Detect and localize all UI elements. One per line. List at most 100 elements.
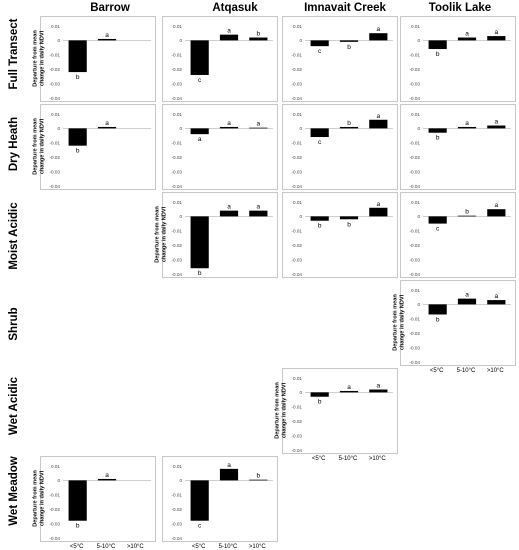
y-axis-label-line2: change in daily NDVI: [399, 294, 405, 351]
significance-letter: b: [318, 223, 322, 230]
y-tick-label: -0.02: [50, 155, 61, 160]
bar-5-10-c: [219, 210, 239, 217]
significance-letter: b: [465, 209, 469, 216]
significance-letter: a: [495, 202, 499, 209]
chart-panel-dry-heath-barrow: 0.01 0 -0.01 -0.02 -0.03 -0.04 b a Departure fro…: [33, 104, 156, 190]
bar-chart: 0.01 0 -0.01 -0.02 -0.03 -0.04 c b a: [292, 24, 393, 101]
y-axis-label-line2: change in daily NDVI: [39, 470, 45, 527]
y-tick-label: 0: [417, 302, 420, 307]
y-tick-label: 0: [57, 38, 60, 43]
x-tick-label: <5°C: [69, 544, 84, 550]
bar-5-c: [310, 128, 329, 138]
bar-chart: 0.01 0 -0.01 -0.02 -0.03 -0.04 c b a: [292, 112, 393, 189]
bar-5-10-c: [219, 34, 239, 41]
y-tick-label: 0.01: [173, 200, 182, 205]
significance-letter: a: [465, 31, 469, 38]
y-tick-label: -0.04: [292, 96, 303, 101]
bar-10-c: [249, 479, 268, 481]
y-tick-label: -0.01: [172, 229, 183, 234]
significance-letter: a: [227, 462, 231, 469]
y-tick-label: 0.01: [411, 200, 420, 205]
y-tick-label: -0.03: [50, 521, 61, 526]
bar-5-10-c: [457, 298, 477, 305]
bar-chart: 0.01 0 -0.01 -0.02 -0.03 -0.04 b b a: [292, 200, 393, 277]
bar-5-c: [310, 392, 329, 397]
bar-chart: 0.01 0 -0.01 -0.02 -0.03 -0.04 b a a: [410, 288, 511, 365]
y-tick-label: -0.02: [172, 243, 183, 248]
column-header-toolik-lake: Toolik Lake: [428, 2, 492, 14]
column-header-imnavait-creek: Imnavait Creek: [304, 2, 386, 14]
significance-letter: b: [198, 270, 202, 277]
y-tick-label: -0.02: [292, 67, 303, 72]
y-tick-label: -0.02: [410, 155, 421, 160]
bar-10-c: [369, 33, 388, 41]
significance-letter: c: [198, 523, 202, 530]
y-tick-label: -0.04: [292, 272, 303, 277]
bar-5-c: [428, 40, 447, 50]
y-axis-label: Departure from mean change in daily NDVI: [33, 112, 46, 182]
significance-letter: c: [318, 139, 322, 146]
bar-chart: 0.01 0 -0.01 -0.02 -0.03 -0.04 b a: [50, 112, 151, 189]
bar-5-10-c: [457, 215, 477, 217]
significance-letter: a: [377, 113, 381, 120]
y-tick-label: -0.03: [292, 169, 303, 174]
bar-5-10-c: [457, 37, 477, 41]
significance-letter: a: [105, 32, 109, 39]
bar-10-c: [487, 209, 506, 217]
chart-panel-wet-meadow-atqasuk: 0.01 0 -0.01 -0.02 -0.03 -0.04 c a b: [162, 456, 278, 542]
bar-5-c: [190, 216, 209, 269]
y-tick-label: 0: [57, 478, 60, 483]
y-tick-label: 0: [299, 38, 302, 43]
bar-10-c: [249, 210, 268, 217]
y-tick-label: -0.02: [50, 507, 61, 512]
significance-letter: a: [495, 29, 499, 36]
row-header-full-transect: Full Transect: [8, 18, 20, 90]
y-tick-label: -0.03: [172, 169, 183, 174]
bar-5-c: [428, 128, 447, 133]
y-tick-label: -0.01: [172, 141, 183, 146]
bar-5-10-c: [457, 126, 477, 129]
y-tick-label: -0.02: [50, 67, 61, 72]
bar-chart: 0.01 0 -0.01 -0.02 -0.03 -0.04 b a a: [410, 112, 511, 189]
significance-letter: a: [465, 292, 469, 299]
y-tick-label: -0.02: [172, 155, 183, 160]
bar-5-10-c: [339, 216, 359, 220]
y-tick-label: -0.03: [292, 257, 303, 262]
bar-chart: 0.01 0 -0.01 -0.02 -0.03 -0.04 b a a: [172, 200, 273, 277]
significance-letter: b: [436, 135, 440, 142]
y-tick-label: 0: [417, 38, 420, 43]
column-header-barrow: Barrow: [90, 2, 130, 14]
bar-10-c: [369, 119, 388, 129]
row-header-shrub: Shrub: [8, 307, 20, 341]
chart-panel-shrub-toolik-lake: 0.01 0 -0.01 -0.02 -0.03 -0.04 b a a Departure fr…: [393, 280, 516, 366]
significance-letter: b: [436, 316, 440, 323]
significance-letter: a: [347, 384, 351, 391]
bar-chart: 0.01 0 -0.01 -0.02 -0.03 -0.04 c a b: [172, 462, 273, 541]
bar-5-c: [68, 40, 87, 73]
significance-letter: a: [227, 28, 231, 35]
significance-letter: c: [198, 77, 202, 84]
y-tick-label: -0.04: [410, 360, 421, 365]
y-axis-label: Departure from mean change in daily NDVI: [155, 200, 168, 270]
bar-5-c: [190, 128, 209, 135]
bar-5-10-c: [339, 390, 359, 393]
bar-10-c: [487, 300, 506, 305]
bar-5-c: [428, 216, 447, 224]
significance-letter: a: [377, 201, 381, 208]
y-tick-label: 0: [57, 126, 60, 131]
y-tick-label: 0: [417, 214, 420, 219]
chart-panel-full-transect-imnavait-creek: 0.01 0 -0.01 -0.02 -0.03 -0.04 c b a: [282, 16, 398, 102]
y-tick-label: 0.01: [173, 24, 182, 29]
y-tick-label: 0.01: [411, 24, 420, 29]
significance-letter: a: [495, 293, 499, 300]
y-tick-label: -0.04: [172, 272, 183, 277]
bar-5-c: [310, 40, 329, 47]
y-axis-label-line1: Departure from mean: [274, 382, 281, 439]
y-tick-label: -0.03: [410, 345, 421, 350]
y-tick-label: 0.01: [173, 112, 182, 117]
significance-letter: a: [227, 120, 231, 127]
y-tick-label: -0.02: [172, 507, 183, 512]
bar-chart: 0.01 0 -0.01 -0.02 -0.03 -0.04 b a: [50, 24, 151, 101]
y-tick-label: -0.04: [410, 184, 421, 189]
x-tick-label: >10°C: [486, 368, 504, 374]
